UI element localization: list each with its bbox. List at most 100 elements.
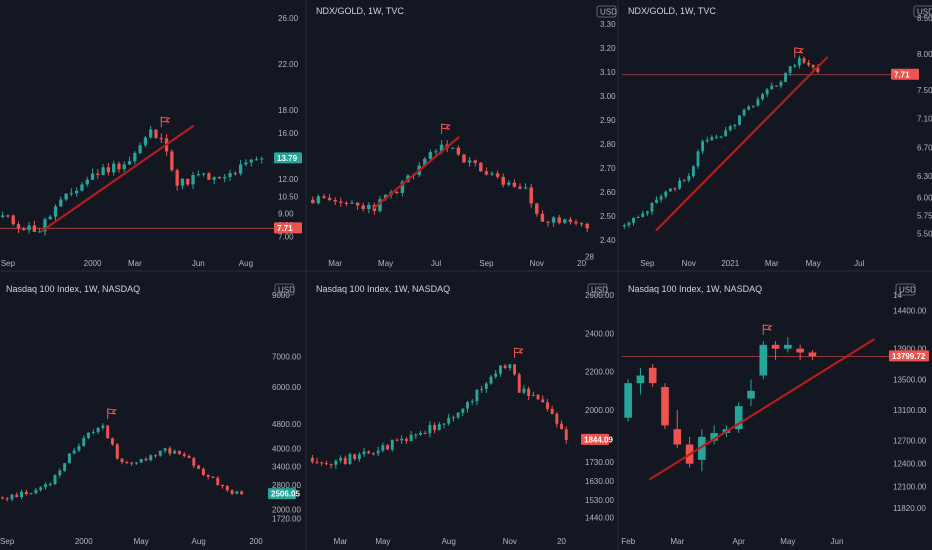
candle <box>230 490 234 494</box>
candle <box>58 470 62 476</box>
candle <box>428 152 433 159</box>
candle <box>661 387 669 426</box>
time-tick: Jun <box>192 259 205 268</box>
price-tick: 1730.00 <box>585 458 614 467</box>
level-price-label: 7.71 <box>277 224 293 233</box>
candle <box>310 457 314 462</box>
candle <box>535 203 539 214</box>
flag-icon <box>794 47 805 58</box>
last-price-label: 1844.09 <box>584 435 613 444</box>
candle <box>381 445 385 451</box>
candle <box>367 451 371 454</box>
flag-icon <box>514 347 524 359</box>
price-axis: 11820.00 12100.00 12400.00 12700.00 13100.00… <box>889 283 929 513</box>
candle <box>636 375 645 384</box>
time-axis: Sep 2000 May Aug 200 <box>0 537 263 546</box>
panel-title: NDX/GOLD, 1W, TVC <box>316 6 404 16</box>
candle <box>466 402 469 409</box>
candle <box>771 344 780 349</box>
candle <box>376 450 380 454</box>
candle <box>529 187 533 204</box>
candle <box>807 62 811 65</box>
candle <box>82 438 86 447</box>
candle <box>555 413 559 424</box>
time-tick: Mar <box>334 537 348 546</box>
time-tick: Mar <box>670 537 684 546</box>
currency-label: USD <box>899 286 916 295</box>
candle <box>428 424 432 434</box>
candle <box>139 458 143 463</box>
candle <box>361 205 365 209</box>
candle <box>96 173 100 175</box>
candle <box>201 173 206 175</box>
candle <box>733 124 737 127</box>
time-axis: Mar May Jul Sep Nov 20 <box>328 259 586 268</box>
candle <box>106 425 110 439</box>
candle <box>434 151 438 153</box>
candle <box>122 164 126 170</box>
candle <box>673 429 682 445</box>
candle <box>168 448 172 454</box>
candle <box>225 486 229 491</box>
candle <box>536 394 540 400</box>
price-tick: 2200.00 <box>585 368 614 377</box>
candle <box>541 399 545 403</box>
price-tick: 2000.00 <box>272 506 301 515</box>
candle <box>808 352 817 357</box>
candle <box>115 444 119 459</box>
price-tick: 7.00 <box>278 233 294 242</box>
candle <box>503 365 507 369</box>
candle <box>217 177 222 179</box>
candle <box>133 152 137 162</box>
trend-line <box>655 56 829 232</box>
candle <box>201 468 205 476</box>
candle <box>0 497 4 499</box>
price-tick: 6.70 <box>917 143 932 152</box>
candle <box>339 201 343 203</box>
candle <box>423 432 427 434</box>
candle <box>784 344 792 349</box>
candle <box>90 173 95 180</box>
candle <box>400 438 404 441</box>
candle <box>196 174 200 176</box>
candle <box>517 374 521 393</box>
candle <box>22 228 26 231</box>
candle <box>696 151 700 167</box>
price-tick: 13100.00 <box>893 406 927 415</box>
secondary-price-axis: 2.40 2.50 2.60 2.70 2.80 2.90 3.00 3.10 3.20 3.30… <box>596 5 617 245</box>
last-price-badge: 1844.09 <box>581 433 613 445</box>
price-tick: 2800.00 <box>272 481 301 490</box>
time-tick: Nov <box>503 537 517 546</box>
candle <box>513 364 516 375</box>
candle <box>495 173 500 177</box>
candle <box>691 166 695 177</box>
candle <box>451 417 455 419</box>
currency-badge: USD <box>895 283 916 296</box>
price-tick: 12700.00 <box>893 437 927 446</box>
candle <box>479 162 483 172</box>
time-tick: 20 <box>577 259 586 268</box>
chart-panel-5: Nasdaq 100 Index, 1W, NASDAQ 1440.00 1530.… <box>310 253 614 546</box>
secondary-price-tick: 3.00 <box>600 92 616 101</box>
flag-icon <box>160 116 171 128</box>
candle <box>419 432 422 435</box>
last-price-badge: 13.79 <box>274 152 302 164</box>
candle <box>39 487 43 490</box>
candle <box>645 211 649 214</box>
secondary-price-tick: 2.50 <box>600 212 616 221</box>
time-tick: Mar <box>765 259 779 268</box>
price-tick: 3400.00 <box>272 463 301 472</box>
candle <box>508 364 512 369</box>
candle <box>490 173 494 175</box>
candle <box>34 489 38 494</box>
time-tick: Sep <box>0 537 15 546</box>
candle <box>797 58 801 66</box>
candle <box>761 94 764 100</box>
time-tick: 2000 <box>84 259 102 268</box>
candle <box>673 188 677 190</box>
candle <box>163 448 167 451</box>
candle <box>390 439 394 450</box>
candle <box>192 458 196 466</box>
last-price-badge: 13799.72 <box>889 350 929 362</box>
